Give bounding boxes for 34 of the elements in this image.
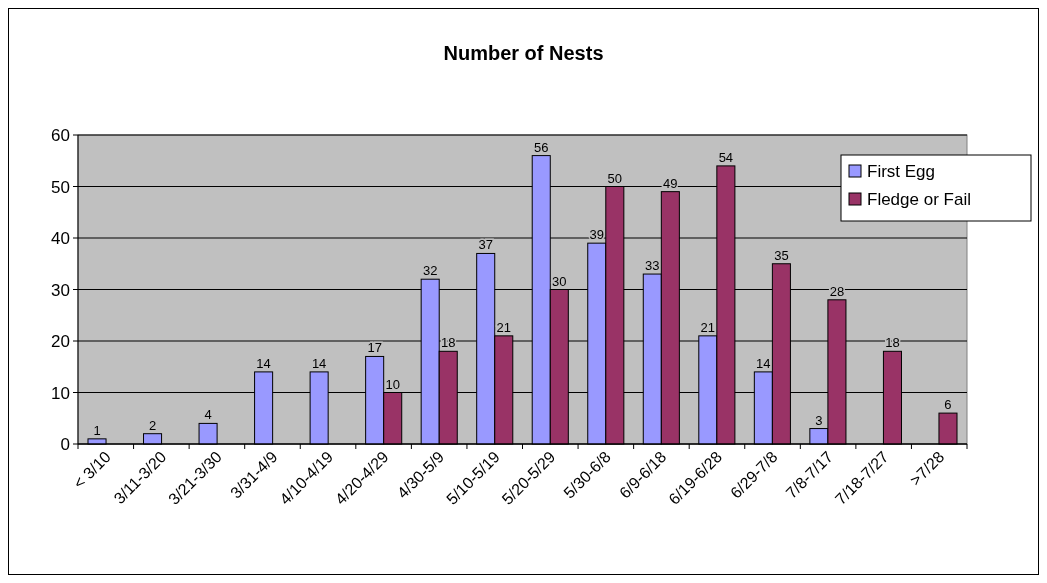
y-tick-label: 30 — [51, 280, 70, 300]
x-tick-label: < 3/10 — [70, 448, 114, 492]
data-label: 21 — [496, 319, 511, 335]
y-tick-label: 50 — [51, 177, 70, 197]
y-tick-label: 20 — [51, 332, 70, 351]
data-label: 14 — [311, 355, 327, 371]
data-label: 1 — [93, 422, 101, 438]
data-label: 2 — [148, 417, 157, 433]
data-label: 39 — [589, 227, 604, 243]
y-tick-label: 0 — [60, 435, 70, 454]
data-label: 6 — [944, 397, 952, 413]
y-tick-label: 10 — [51, 383, 70, 403]
data-label: 10 — [385, 376, 400, 392]
data-label: 17 — [367, 340, 382, 356]
data-label: 14 — [256, 355, 271, 371]
data-label: 33 — [645, 258, 660, 274]
legend-label: Fledge or Fail — [867, 190, 971, 209]
chart-title: Number of Nests — [443, 42, 604, 64]
data-label: 37 — [478, 237, 493, 253]
data-label: 18 — [885, 335, 900, 351]
data-label: 35 — [774, 247, 789, 263]
data-label: 32 — [422, 263, 438, 279]
data-label: 3 — [815, 412, 823, 428]
data-label: 54 — [718, 149, 734, 165]
data-label: 30 — [552, 273, 567, 289]
data-label: 56 — [534, 139, 549, 155]
legend-label: First Egg — [867, 162, 936, 181]
data-label: 4 — [204, 407, 212, 423]
data-label: 50 — [607, 170, 623, 186]
y-tick-label: 40 — [51, 229, 70, 248]
data-label: 21 — [700, 319, 716, 335]
y-tick-label: 60 — [51, 126, 70, 145]
data-label: 18 — [441, 335, 456, 351]
data-label: 14 — [756, 355, 771, 371]
